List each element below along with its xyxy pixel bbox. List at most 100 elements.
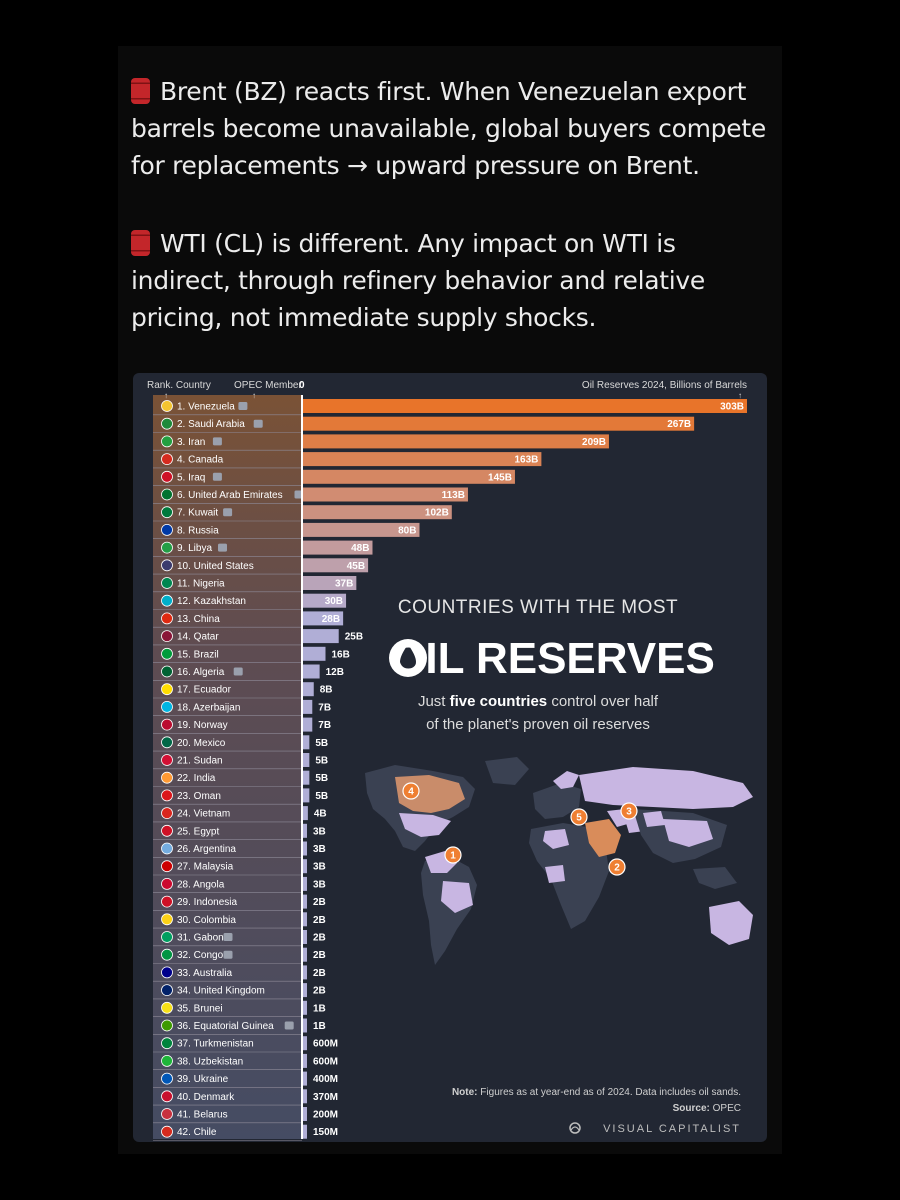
country-label: 11. Nigeria bbox=[177, 579, 225, 590]
bar bbox=[302, 1071, 307, 1086]
country-label: 32. Congo bbox=[177, 950, 224, 961]
table-row: 26. Argentina 3B bbox=[153, 841, 326, 858]
flag-icon bbox=[161, 506, 173, 519]
country-label: 2. Saudi Arabia bbox=[177, 419, 245, 430]
table-row: 23. Oman 5B bbox=[153, 788, 328, 805]
bar bbox=[302, 664, 320, 679]
flag-icon bbox=[161, 895, 173, 908]
bar bbox=[302, 894, 307, 909]
table-row: 20. Mexico 5B bbox=[153, 735, 328, 752]
value-label: 303B bbox=[720, 402, 744, 413]
country-label: 36. Equatorial Guinea bbox=[177, 1021, 274, 1032]
flag-icon bbox=[161, 453, 173, 465]
table-row: 9. Libya 48B bbox=[153, 540, 373, 557]
subtitle-line1: Just five countries control over half bbox=[418, 693, 659, 710]
map-marker: 4 bbox=[402, 782, 420, 800]
value-label: 600M bbox=[313, 1039, 338, 1050]
value-label: 267B bbox=[667, 419, 691, 430]
value-label: 3B bbox=[313, 826, 326, 837]
flag-icon bbox=[161, 435, 173, 448]
value-label: 2B bbox=[313, 950, 326, 961]
country-label: 7. Kuwait bbox=[177, 508, 218, 519]
table-row: 33. Australia 2B bbox=[153, 965, 326, 982]
flag-icon bbox=[161, 824, 173, 837]
country-label: 39. Ukraine bbox=[177, 1074, 229, 1085]
bar bbox=[302, 717, 313, 732]
flag-icon bbox=[161, 1037, 173, 1050]
country-label: 29. Indonesia bbox=[177, 897, 237, 908]
value-label: 150M bbox=[313, 1127, 338, 1138]
country-label: 42. Chile bbox=[177, 1127, 217, 1138]
map-marker-label: 1 bbox=[450, 851, 456, 862]
table-row: 21. Sudan 5B bbox=[153, 753, 328, 770]
bar bbox=[302, 522, 420, 537]
brand: VISUAL CAPITALIST bbox=[603, 1123, 741, 1135]
bar bbox=[302, 806, 308, 821]
country-label: 18. Azerbaijan bbox=[177, 702, 240, 713]
table-row: 3. Iran 209B bbox=[153, 434, 609, 451]
value-label: 45B bbox=[347, 561, 365, 572]
map-greenland bbox=[485, 757, 529, 785]
arrow-up-icon: ↑ bbox=[738, 391, 742, 400]
value-label: 209B bbox=[582, 437, 606, 448]
flag-icon bbox=[161, 789, 173, 802]
country-label: 6. United Arab Emirates bbox=[177, 490, 283, 501]
bar bbox=[302, 434, 609, 449]
flag-icon bbox=[161, 1108, 173, 1120]
subtitle-prefix: Just bbox=[418, 693, 450, 710]
table-row: 11. Nigeria 37B bbox=[153, 576, 357, 593]
flag-icon bbox=[161, 647, 173, 660]
table-row: 13. China 28B bbox=[153, 611, 344, 628]
table-row: 10. United States 45B bbox=[153, 558, 369, 575]
map-marker: 1 bbox=[444, 846, 462, 864]
country-label: 26. Argentina bbox=[177, 844, 236, 855]
table-row: 7. Kuwait 102B bbox=[153, 505, 452, 522]
country-label: 33. Australia bbox=[177, 968, 232, 979]
flag-icon bbox=[161, 1019, 173, 1032]
flag-icon bbox=[161, 984, 173, 996]
bar bbox=[302, 1053, 307, 1068]
value-label: 16B bbox=[331, 649, 349, 660]
bar bbox=[302, 788, 310, 803]
country-label: 13. China bbox=[177, 614, 220, 625]
flag-icon bbox=[161, 700, 173, 713]
map-marker-label: 5 bbox=[576, 813, 582, 824]
value-label: 80B bbox=[398, 525, 416, 536]
flag-icon bbox=[161, 1072, 173, 1085]
value-label: 370M bbox=[313, 1092, 338, 1103]
table-row: 12. Kazakhstan 30B bbox=[153, 593, 347, 610]
map-kazakhstan bbox=[643, 811, 665, 827]
country-label: 1. Venezuela bbox=[177, 402, 235, 413]
country-label: 30. Colombia bbox=[177, 915, 236, 926]
flag-icon bbox=[161, 877, 173, 890]
subtitle-bold: five countries bbox=[450, 693, 548, 710]
flag-icon bbox=[161, 612, 173, 625]
table-row: 22. India 5B bbox=[153, 770, 328, 787]
bar bbox=[302, 1089, 307, 1104]
oil-reserves-infographic: Rank. Country OPEC Member 0 Oil Reserves… bbox=[133, 373, 767, 1142]
flag-icon bbox=[161, 541, 173, 554]
table-row: 34. United Kingdom 2B bbox=[153, 983, 326, 1000]
flag-icon bbox=[161, 771, 173, 784]
table-row: 2. Saudi Arabia 267B bbox=[153, 416, 695, 433]
flag-icon bbox=[161, 488, 173, 501]
bar bbox=[302, 947, 307, 962]
opec-member-icon bbox=[212, 437, 222, 446]
source: Source: OPEC bbox=[673, 1103, 741, 1114]
flag-icon bbox=[161, 754, 173, 766]
bar bbox=[302, 469, 515, 484]
bar bbox=[302, 576, 357, 590]
bar bbox=[302, 540, 373, 555]
flag-icon bbox=[161, 630, 173, 643]
bar bbox=[302, 399, 747, 413]
bar bbox=[302, 682, 314, 697]
oil-drop-icon bbox=[389, 639, 427, 677]
bar bbox=[302, 859, 307, 874]
header-opec-member: OPEC Member bbox=[234, 380, 302, 391]
value-label: 48B bbox=[351, 543, 369, 554]
bar bbox=[302, 912, 307, 927]
note-label: Note: bbox=[452, 1087, 478, 1098]
value-label: 12B bbox=[326, 667, 344, 678]
bar bbox=[302, 983, 307, 998]
bar bbox=[302, 487, 468, 502]
